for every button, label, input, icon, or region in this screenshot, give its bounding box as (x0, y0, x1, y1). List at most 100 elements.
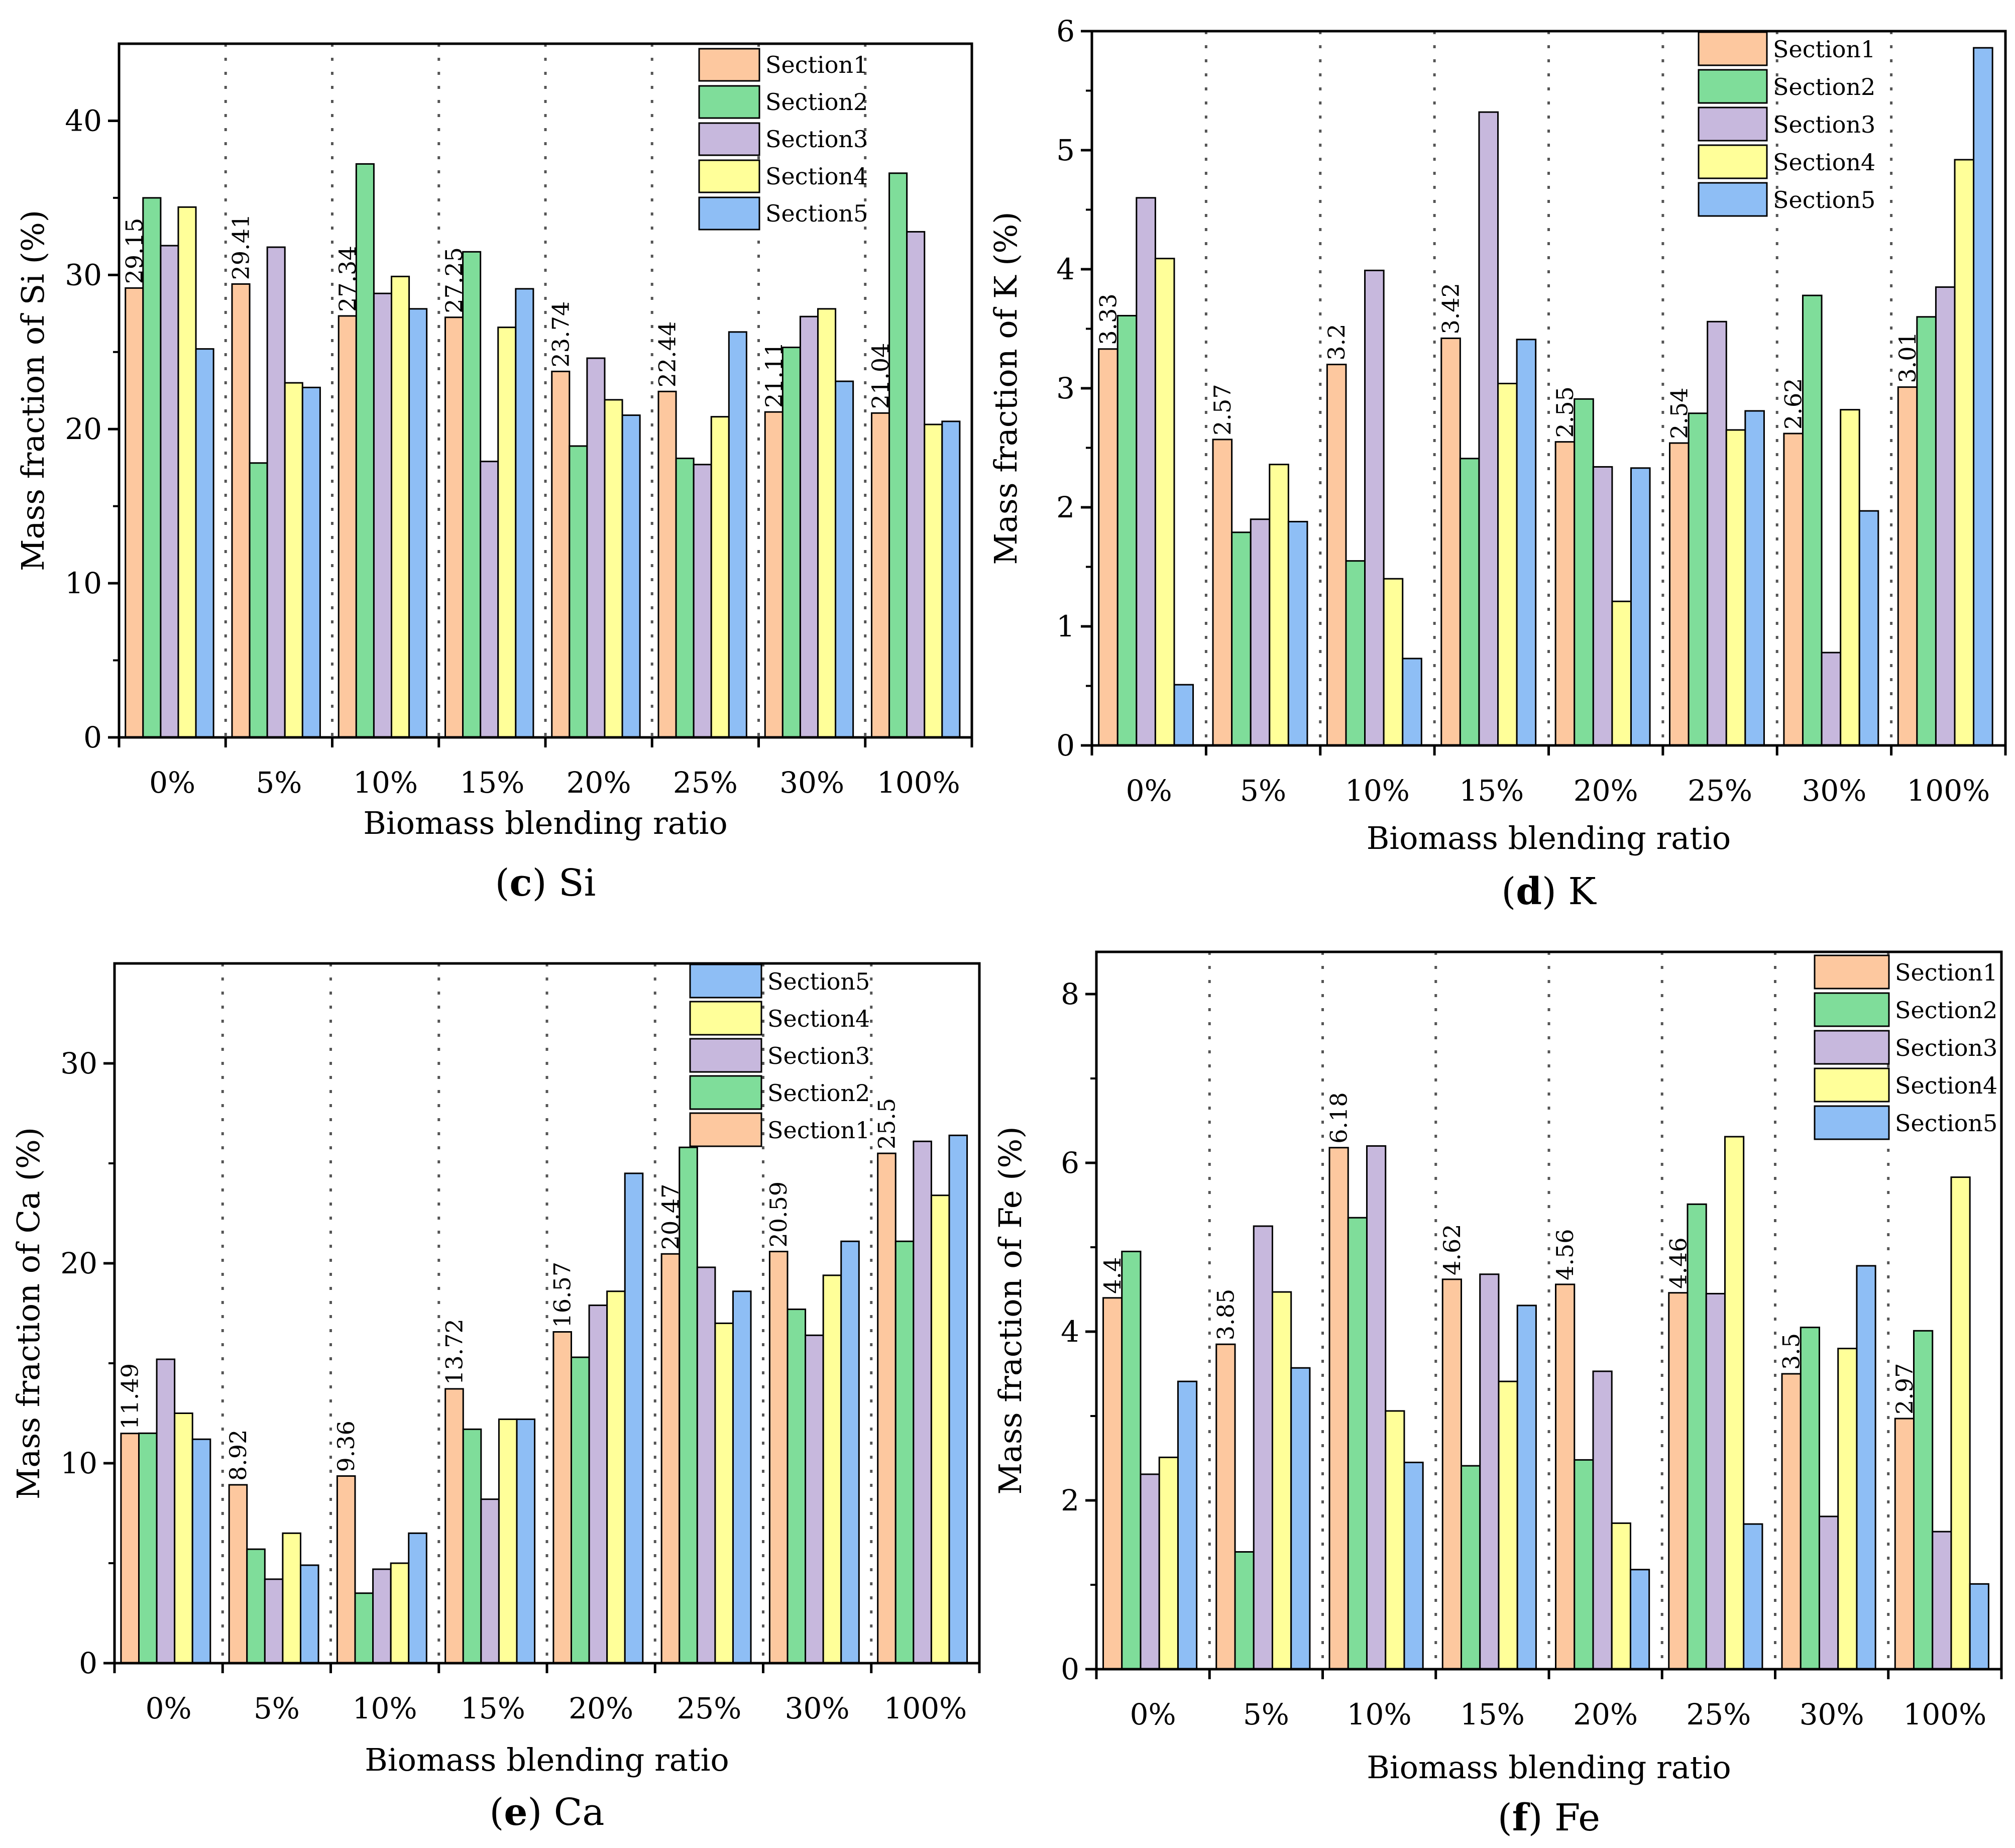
bar-section5-0pct (191, 1438, 211, 1664)
x-tick-label: 30% (1802, 774, 1866, 808)
bar-section1-10pct (1326, 364, 1347, 746)
data-label: 3.85 (1212, 1289, 1239, 1340)
bar-section3-15pct (480, 1498, 500, 1664)
bar-section5-5pct (299, 1564, 319, 1664)
data-label: 23.74 (547, 301, 574, 368)
data-label: 9.36 (332, 1421, 360, 1472)
panel-f-fe-chart: 4.4 3.85 6.18 4.62 4.56 4.46 3.5 2.97 0 2 4 6 8 0% 5% 1… (992, 950, 2003, 1839)
x-tick-label: 20% (569, 1691, 633, 1725)
bar-section2-30pct (1802, 294, 1823, 746)
bar-section4-15pct (498, 1418, 518, 1664)
bar-section4-0pct (177, 206, 197, 738)
legend-swatch-section4 (689, 1001, 762, 1036)
data-label: 2.54 (1665, 388, 1693, 439)
bar-section4-25pct (710, 416, 730, 738)
bar-section4-15pct (1498, 1380, 1518, 1670)
bar-section3-10pct (1364, 269, 1385, 746)
x-tick-label: 25% (677, 1691, 741, 1725)
bar-section2-0pct (138, 1432, 158, 1664)
legend-swatch-section3 (1814, 1030, 1890, 1065)
legend-swatch-section1 (1698, 31, 1768, 66)
bar-section1-10pct (1328, 1147, 1349, 1670)
x-tick-label: 20% (567, 766, 631, 800)
data-label: 3.33 (1094, 293, 1122, 345)
data-label: 20.47 (657, 1184, 684, 1250)
x-tick-label: 30% (785, 1691, 850, 1725)
legend-label-section1: Section1 (767, 1117, 870, 1144)
bar-section2-5pct (249, 462, 268, 738)
x-tick-label: 15% (1459, 774, 1524, 808)
legend-label-section1: Section1 (1773, 36, 1875, 63)
data-label: 8.92 (225, 1430, 252, 1481)
y-tick-label: 0 (1061, 1652, 1079, 1686)
bar-section3-5pct (264, 1578, 284, 1664)
legend-swatch-section3 (689, 1038, 762, 1073)
x-tick-label: 0% (1126, 774, 1172, 808)
bar-section5-25pct (1743, 1523, 1763, 1670)
x-tick-label: 20% (1573, 1697, 1638, 1731)
x-axis-title: Biomass blending ratio (363, 805, 727, 841)
y-tick-label: 30 (60, 1046, 97, 1080)
bar-section4-25pct (1724, 1136, 1745, 1670)
data-label: 22.44 (654, 321, 681, 388)
bar-section4-20pct (606, 1290, 626, 1664)
x-tick-label: 10% (353, 766, 418, 800)
bar-section2-0pct (1121, 1250, 1142, 1670)
bar-section3-30pct (1818, 1515, 1839, 1670)
x-tick-label: 5% (256, 766, 302, 800)
x-tick-label: 15% (1460, 1697, 1525, 1731)
bar-section1-0pct (125, 287, 144, 738)
bar-section4-30pct (1837, 1348, 1858, 1670)
bar-section1-20pct (1554, 441, 1576, 746)
bar-section3-20pct (1592, 1370, 1613, 1670)
bar-section1-5pct (228, 1484, 248, 1664)
data-label: 29.15 (121, 218, 148, 284)
y-tick-label: 5 (1056, 133, 1075, 167)
bar-section5-10pct (1403, 1461, 1424, 1670)
legend-label-section1: Section1 (1895, 959, 1997, 986)
x-tick-label: 15% (460, 766, 524, 800)
bar-section4-10pct (390, 275, 410, 738)
legend-label-section2: Section2 (1773, 73, 1875, 100)
bar-section3-5pct (266, 246, 286, 738)
bar-section1-5pct (1215, 1343, 1236, 1670)
bar-section3-0pct (1140, 1473, 1160, 1670)
legend-swatch-section5 (698, 196, 760, 231)
bar-section1-15pct (444, 316, 464, 738)
legend: Section1 Section2 Section3 Section4 Section5 (1698, 31, 1875, 217)
panel-caption: (f) Fe (1498, 1796, 1600, 1839)
data-label: 27.34 (334, 246, 361, 312)
legend-label-section4: Section4 (767, 1005, 870, 1032)
x-tick-label: 5% (254, 1691, 300, 1725)
legend-label-section2: Section2 (1895, 997, 1997, 1024)
legend-label-section4: Section4 (765, 163, 868, 190)
bar-section5-25pct (732, 1290, 752, 1664)
data-label: 2.62 (1780, 378, 1807, 429)
legend-swatch-section3 (1698, 106, 1768, 142)
bar-section2-5pct (1231, 531, 1252, 746)
bar-section1-30pct (1781, 1373, 1802, 1670)
bar-section4-25pct (1725, 429, 1746, 746)
bar-section2-100pct (894, 1240, 915, 1664)
legend-label-section2: Section2 (765, 88, 868, 116)
bar-section5-5pct (1287, 520, 1308, 746)
legend-swatch-section5 (1698, 182, 1768, 217)
bar-section4-10pct (1385, 1410, 1405, 1670)
y-axis-title: Mass fraction of Ca (%) (10, 1127, 47, 1499)
bar-section5-30pct (840, 1240, 860, 1664)
y-tick-label: 6 (1056, 14, 1075, 48)
bar-section1-30pct (764, 411, 783, 738)
x-tick-label: 5% (1243, 1697, 1289, 1731)
x-axis-title: Biomass blending ratio (365, 1742, 729, 1778)
bar-section2-0pct (142, 197, 162, 738)
bar-section5-100pct (1973, 47, 1993, 746)
bar-section1-10pct (336, 1475, 356, 1664)
data-label: 6.18 (1325, 1092, 1353, 1143)
bar-section2-30pct (781, 347, 801, 738)
bar-section4-100pct (930, 1194, 950, 1664)
bar-section5-5pct (301, 386, 321, 738)
x-tick-label: 100% (1903, 1697, 1986, 1731)
bar-section1-100pct (1897, 386, 1918, 746)
bar-section3-100pct (906, 231, 926, 738)
bar-section4-100pct (1950, 1176, 1971, 1670)
